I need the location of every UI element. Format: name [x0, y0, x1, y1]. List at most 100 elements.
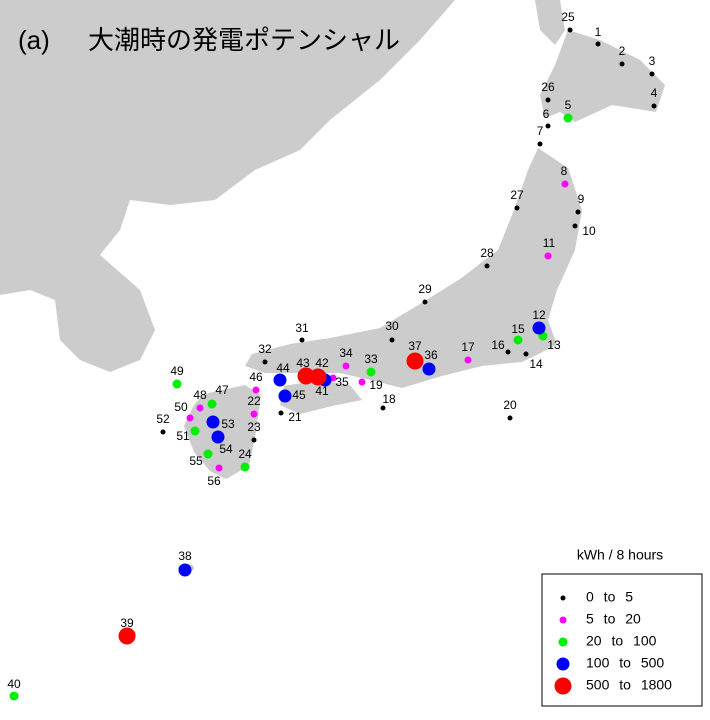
- site-marker: [206, 415, 220, 429]
- site-marker: [366, 367, 376, 377]
- site-label: 47: [215, 383, 229, 397]
- site-label: 23: [247, 420, 261, 434]
- site-label: 6: [543, 107, 550, 121]
- site-marker: [273, 373, 287, 387]
- site-marker: [215, 464, 223, 472]
- site-label: 48: [193, 388, 207, 402]
- legend-title: kWh / 8 hours: [577, 547, 663, 563]
- site-marker: [252, 386, 260, 394]
- site-marker: [240, 462, 250, 472]
- site-label: 15: [511, 322, 525, 336]
- site-marker: [342, 362, 350, 370]
- site-marker: [9, 691, 19, 701]
- site-marker: [505, 349, 511, 355]
- site-label: 56: [207, 474, 221, 488]
- legend-swatch: [556, 657, 570, 671]
- site-label: 32: [258, 342, 272, 356]
- legend-swatch: [559, 616, 567, 624]
- site-marker: [406, 352, 424, 370]
- site-label: 52: [156, 412, 170, 426]
- site-label: 44: [276, 361, 290, 375]
- site-label: 9: [578, 192, 585, 206]
- site-marker: [299, 337, 305, 343]
- site-marker: [358, 378, 366, 386]
- site-label: 36: [424, 348, 438, 362]
- site-marker: [251, 437, 257, 443]
- site-marker: [309, 368, 327, 386]
- site-marker: [545, 97, 551, 103]
- site-label: 43: [296, 356, 310, 370]
- site-marker: [278, 389, 292, 403]
- site-label: 24: [238, 447, 252, 461]
- site-label: 31: [295, 321, 309, 335]
- panel-label: (a): [18, 25, 50, 55]
- legend-label: 5 to 20: [586, 611, 641, 627]
- site-marker: [514, 205, 520, 211]
- site-label: 29: [418, 282, 432, 296]
- site-marker: [250, 410, 258, 418]
- site-marker: [651, 103, 657, 109]
- site-marker: [649, 71, 655, 77]
- site-marker: [567, 27, 573, 33]
- site-marker: [619, 61, 625, 67]
- site-marker: [464, 356, 472, 364]
- site-marker: [207, 399, 217, 409]
- site-label: 16: [491, 338, 505, 352]
- site-label: 55: [189, 454, 203, 468]
- sakhalin: [535, 0, 565, 45]
- site-marker: [203, 449, 213, 459]
- site-label: 26: [541, 80, 555, 94]
- site-label: 42: [315, 356, 329, 370]
- site-label: 5: [565, 98, 572, 112]
- legend-swatch: [560, 595, 566, 601]
- site-marker: [422, 362, 436, 376]
- site-marker: [595, 41, 601, 47]
- legend-label: 20 to 100: [586, 633, 657, 649]
- site-marker: [575, 209, 581, 215]
- site-label: 34: [339, 346, 353, 360]
- site-marker: [211, 430, 225, 444]
- site-marker: [422, 299, 428, 305]
- site-label: 12: [532, 308, 546, 322]
- site-marker: [196, 404, 204, 412]
- site-label: 41: [315, 384, 329, 398]
- legend-swatch: [558, 637, 568, 647]
- site-marker: [160, 429, 166, 435]
- site-label: 46: [249, 370, 263, 384]
- site-label: 10: [582, 224, 596, 238]
- site-marker: [563, 113, 573, 123]
- continent: [0, 0, 455, 372]
- site-label: 1: [595, 25, 602, 39]
- site-marker: [262, 359, 268, 365]
- site-label: 39: [120, 616, 134, 630]
- legend-label: 500 to 1800: [586, 677, 672, 693]
- site-label: 17: [461, 340, 475, 354]
- site-marker: [513, 335, 523, 345]
- site-marker: [278, 410, 284, 416]
- site-label: 28: [480, 246, 494, 260]
- site-marker: [537, 141, 543, 147]
- site-marker: [484, 263, 490, 269]
- site-label: 25: [561, 10, 575, 24]
- site-label: 50: [174, 400, 188, 414]
- honshu: [245, 148, 582, 388]
- site-label: 4: [651, 86, 658, 100]
- site-marker: [389, 337, 395, 343]
- site-label: 7: [537, 124, 544, 138]
- site-label: 11: [543, 236, 556, 250]
- site-label: 37: [408, 339, 422, 353]
- land: [0, 0, 665, 639]
- site-label: 51: [176, 429, 190, 443]
- site-marker: [186, 414, 194, 422]
- legend-label: 0 to 5: [586, 589, 633, 605]
- site-label: 21: [288, 410, 302, 424]
- site-label: 40: [7, 677, 21, 691]
- site-marker: [172, 379, 182, 389]
- site-label: 38: [178, 549, 192, 563]
- legend-swatch: [554, 677, 572, 695]
- site-label: 33: [364, 352, 378, 366]
- site-marker: [545, 123, 551, 129]
- site-label: 53: [221, 417, 235, 431]
- site-marker: [190, 426, 200, 436]
